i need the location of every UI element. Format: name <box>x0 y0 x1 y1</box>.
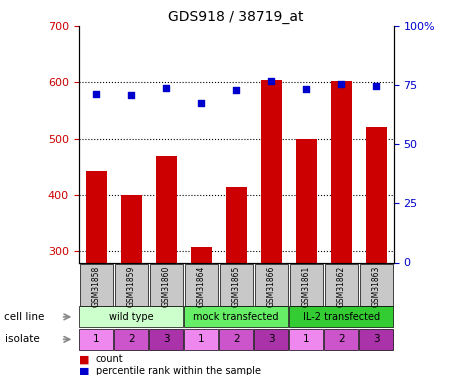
Bar <box>226 186 247 262</box>
Bar <box>121 195 142 262</box>
Text: ■: ■ <box>79 354 89 364</box>
Bar <box>296 139 317 262</box>
Text: 3: 3 <box>268 334 274 344</box>
Point <box>303 86 310 92</box>
Text: percentile rank within the sample: percentile rank within the sample <box>96 366 261 375</box>
Text: IL-2 transfected: IL-2 transfected <box>303 312 380 322</box>
Bar <box>366 128 387 262</box>
Text: 3: 3 <box>373 334 379 344</box>
Text: 1: 1 <box>303 334 310 344</box>
Title: GDS918 / 38719_at: GDS918 / 38719_at <box>168 10 304 24</box>
Point <box>93 91 100 97</box>
Bar <box>86 171 107 262</box>
Bar <box>261 80 282 262</box>
Text: ■: ■ <box>79 366 89 375</box>
Point <box>268 78 275 84</box>
Point <box>162 85 170 91</box>
Text: cell line: cell line <box>4 312 45 322</box>
Text: GSM31866: GSM31866 <box>267 265 276 307</box>
Text: wild type: wild type <box>109 312 153 322</box>
Point <box>373 84 380 90</box>
Text: GSM31860: GSM31860 <box>162 265 171 307</box>
Text: GSM31863: GSM31863 <box>372 265 381 307</box>
Text: 1: 1 <box>198 334 205 344</box>
Bar <box>156 156 177 262</box>
Bar <box>331 81 352 262</box>
Point <box>128 92 135 98</box>
Text: GSM31865: GSM31865 <box>232 265 241 307</box>
Text: 3: 3 <box>163 334 170 344</box>
Point <box>338 81 345 87</box>
Bar <box>191 248 212 262</box>
Text: isolate: isolate <box>4 334 39 344</box>
Text: count: count <box>96 354 123 364</box>
Text: mock transfected: mock transfected <box>194 312 279 322</box>
Text: 2: 2 <box>338 334 345 344</box>
Point <box>233 87 240 93</box>
Text: GSM31862: GSM31862 <box>337 266 346 307</box>
Text: 2: 2 <box>128 334 135 344</box>
Text: GSM31861: GSM31861 <box>302 266 311 307</box>
Text: 2: 2 <box>233 334 239 344</box>
Text: GSM31858: GSM31858 <box>92 266 101 307</box>
Point <box>198 100 205 106</box>
Text: GSM31864: GSM31864 <box>197 265 206 307</box>
Text: GSM31859: GSM31859 <box>127 265 136 307</box>
Text: 1: 1 <box>93 334 99 344</box>
